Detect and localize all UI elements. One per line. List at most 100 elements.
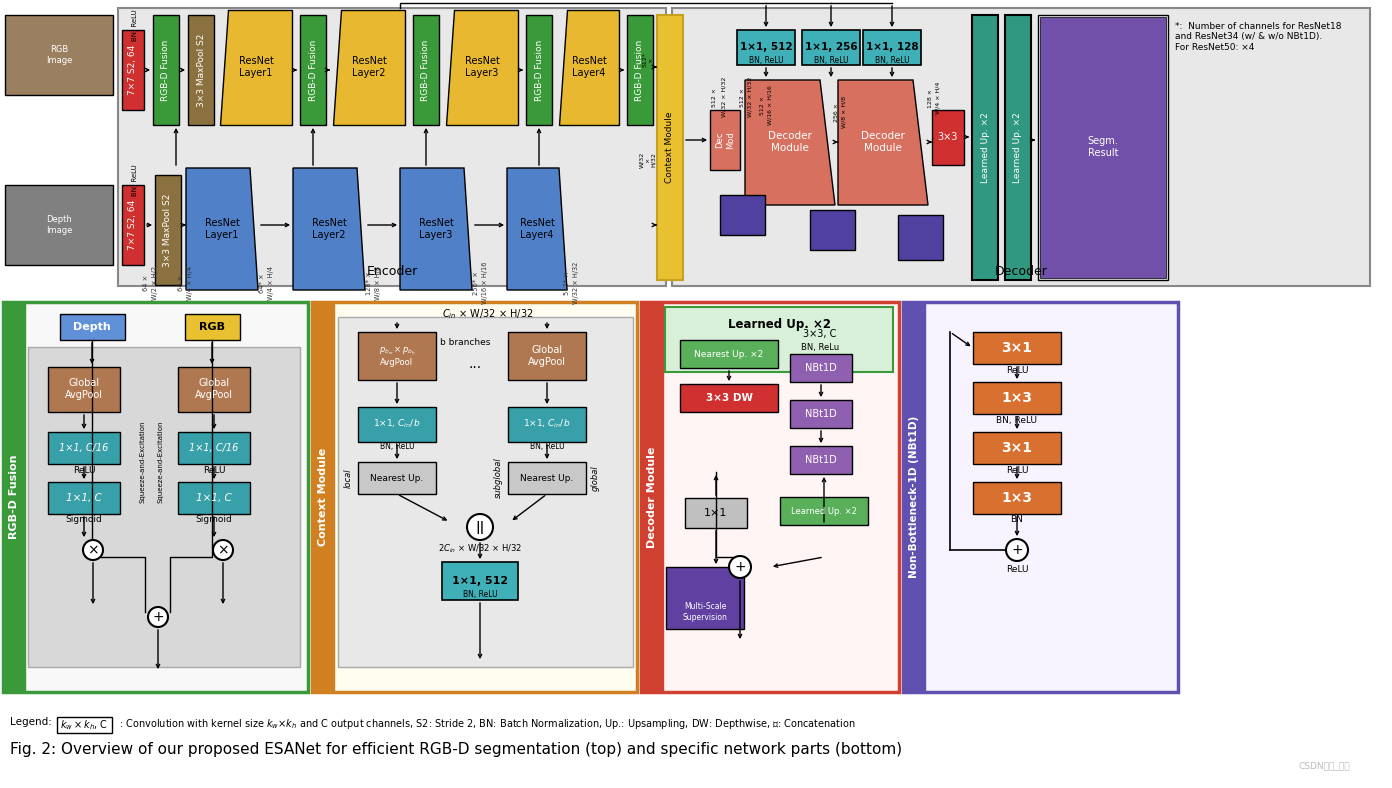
Polygon shape <box>838 80 928 205</box>
Bar <box>338 317 633 667</box>
Text: W/32 × H/32: W/32 × H/32 <box>721 76 727 117</box>
Text: subglobal: subglobal <box>494 458 503 498</box>
Text: 512 ×: 512 × <box>739 87 745 106</box>
Text: 64 ×: 64 × <box>178 275 184 291</box>
Bar <box>526 15 553 125</box>
Circle shape <box>84 540 103 560</box>
Text: BN: BN <box>1011 515 1023 525</box>
Bar <box>1005 15 1031 280</box>
Text: RGB
Image: RGB Image <box>46 45 72 65</box>
Circle shape <box>1006 539 1029 561</box>
Bar <box>413 15 438 125</box>
Text: 128* ×: 128* × <box>366 271 372 295</box>
Bar <box>508 407 586 442</box>
Circle shape <box>729 556 752 578</box>
Text: Learned Up. ×2: Learned Up. ×2 <box>791 507 857 515</box>
Text: 1×1, 256: 1×1, 256 <box>805 42 857 52</box>
Text: Nearest Up.: Nearest Up. <box>521 474 574 482</box>
Text: ResNet
Layer3: ResNet Layer3 <box>419 218 454 240</box>
Text: ...: ... <box>469 357 482 371</box>
Polygon shape <box>507 168 567 290</box>
Bar <box>791 446 852 474</box>
Text: 3×3 MaxPool S2: 3×3 MaxPool S2 <box>196 33 206 106</box>
Bar <box>358 462 436 494</box>
Bar <box>178 482 251 514</box>
Bar <box>626 15 653 125</box>
Text: 7×7 S2, 64: 7×7 S2, 64 <box>128 45 138 95</box>
Text: ReLU: ReLU <box>1006 466 1029 474</box>
Text: 256 ×: 256 × <box>834 102 838 121</box>
Text: BN, ReLU: BN, ReLU <box>380 441 415 451</box>
Text: ×: × <box>217 543 228 557</box>
Circle shape <box>466 514 493 540</box>
Text: Sigmoid: Sigmoid <box>196 515 232 525</box>
Bar <box>685 498 748 528</box>
Text: BN, ReLU: BN, ReLU <box>814 55 848 65</box>
Text: 3×1: 3×1 <box>1001 441 1033 455</box>
Text: Global
AvgPool: Global AvgPool <box>528 345 567 366</box>
Text: Learned Up. ×2: Learned Up. ×2 <box>980 112 990 183</box>
Bar <box>443 562 518 600</box>
Text: W/32
×
H/32: W/32 × H/32 <box>640 152 656 168</box>
Text: Sigmoid: Sigmoid <box>65 515 103 525</box>
Text: 7×7 S2, 64: 7×7 S2, 64 <box>128 200 138 250</box>
Text: W/4 × H/4: W/4 × H/4 <box>935 82 941 114</box>
Bar <box>47 482 120 514</box>
Text: RGB-D Fusion: RGB-D Fusion <box>636 39 644 101</box>
Text: b branches: b branches <box>440 337 490 347</box>
Bar <box>973 432 1061 464</box>
Text: ResNet
Layer4: ResNet Layer4 <box>572 56 607 78</box>
Text: Decoder
Module: Decoder Module <box>862 131 905 153</box>
Text: ResNet
Layer3: ResNet Layer3 <box>465 56 500 78</box>
Bar <box>3 302 308 692</box>
Text: Decoder Module: Decoder Module <box>647 446 657 548</box>
Text: 64* ×: 64* × <box>259 273 264 293</box>
Bar <box>178 432 251 464</box>
Bar <box>185 314 239 340</box>
Text: RGB-D Fusion: RGB-D Fusion <box>535 39 543 101</box>
Bar <box>791 400 852 428</box>
Bar <box>736 30 795 65</box>
Text: W/8 × H/8: W/8 × H/8 <box>374 266 381 300</box>
Text: 512 ×: 512 × <box>760 95 764 114</box>
Text: ResNet
Layer4: ResNet Layer4 <box>519 218 554 240</box>
Bar <box>118 8 665 286</box>
Text: W/16 × H/16: W/16 × H/16 <box>482 262 489 304</box>
Text: Learned Up. ×2: Learned Up. ×2 <box>1013 112 1023 183</box>
Polygon shape <box>187 168 258 290</box>
Text: $k_w \times k_h$, C: $k_w \times k_h$, C <box>60 718 109 732</box>
Bar <box>6 15 113 95</box>
Bar <box>1040 17 1166 278</box>
Text: +: + <box>152 610 164 624</box>
Bar <box>358 407 436 442</box>
Text: 1×1, 512: 1×1, 512 <box>739 42 792 52</box>
Text: +: + <box>1011 543 1023 557</box>
Text: RGB: RGB <box>199 322 226 332</box>
Text: BN, ReLU: BN, ReLU <box>462 590 497 600</box>
Text: ||: || <box>476 521 484 533</box>
Text: 128 ×: 128 × <box>927 88 933 107</box>
Text: 512* ×: 512* × <box>564 271 569 295</box>
Polygon shape <box>292 168 365 290</box>
Text: RGB-D Fusion: RGB-D Fusion <box>422 39 430 101</box>
Bar <box>657 15 683 280</box>
Bar <box>710 110 741 170</box>
Polygon shape <box>400 168 472 290</box>
Bar <box>28 347 301 667</box>
Text: $p_{b_w} \times p_{b_h}$
AvgPool: $p_{b_w} \times p_{b_h}$ AvgPool <box>379 344 415 367</box>
Bar <box>863 30 922 65</box>
Text: Decoder: Decoder <box>994 265 1047 278</box>
Bar <box>802 30 860 65</box>
Text: 1×1, 128: 1×1, 128 <box>866 42 919 52</box>
Bar <box>6 185 113 265</box>
Text: W/4 × H/4: W/4 × H/4 <box>269 266 274 300</box>
Text: 3×1: 3×1 <box>1001 341 1033 355</box>
Text: ResNet
Layer1: ResNet Layer1 <box>205 218 239 240</box>
Text: Squeeze-and-Excitation: Squeeze-and-Excitation <box>141 421 146 504</box>
Text: W/2 × H/2: W/2 × H/2 <box>152 266 159 300</box>
Text: ReLU: ReLU <box>1006 366 1029 374</box>
Bar <box>358 332 436 380</box>
Text: 1×1, C: 1×1, C <box>67 493 102 503</box>
Text: Multi-Scale
Supervision: Multi-Scale Supervision <box>682 602 728 622</box>
Text: BN, ReLU: BN, ReLU <box>997 415 1037 425</box>
